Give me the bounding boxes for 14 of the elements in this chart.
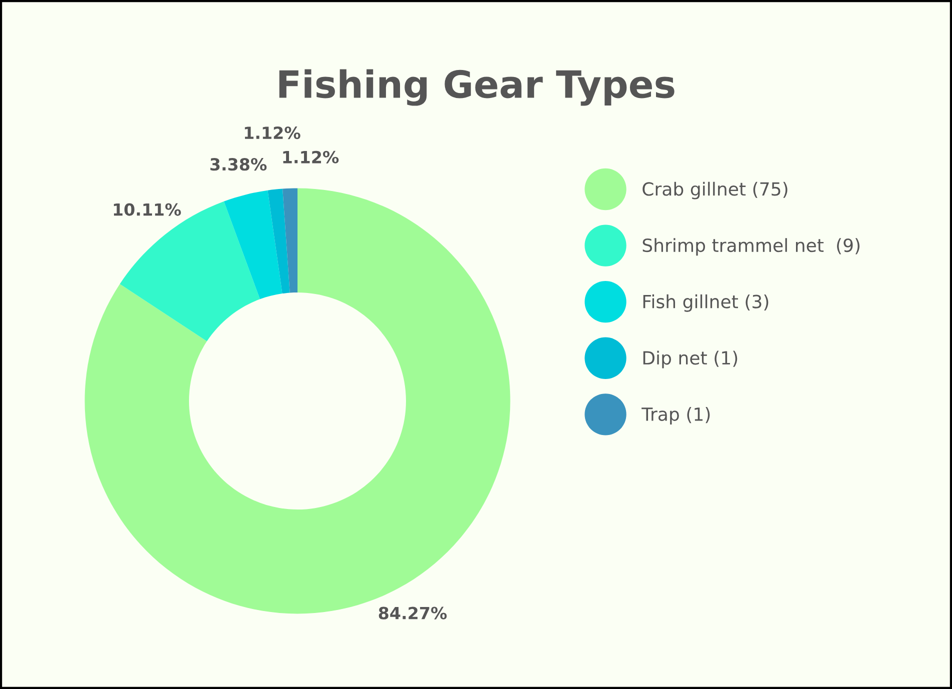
donut-slice	[268, 188, 290, 294]
data-label: 3.38%	[210, 158, 267, 171]
donut-slice	[224, 190, 282, 300]
data-label: 1.12%	[283, 150, 339, 164]
legend-label: Crab gillnet (75)	[642, 182, 788, 200]
legend-label: Shrimp trammel net (9)	[642, 238, 860, 256]
donut-slice	[282, 188, 298, 293]
data-label: 10.11%	[114, 203, 181, 216]
legend-label: Trap (1)	[642, 407, 710, 424]
legend-label: Fish gillnet (3)	[643, 294, 768, 312]
chart-title: Fishing Gear Types	[279, 69, 674, 106]
legend-label: Dip net (1)	[643, 350, 738, 368]
data-label: 84.27%	[378, 606, 447, 620]
data-label: 1.12%	[244, 126, 300, 140]
